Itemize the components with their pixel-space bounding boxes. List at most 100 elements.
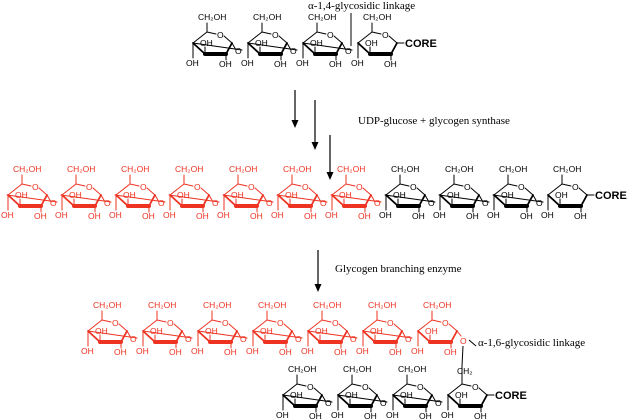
bond bbox=[337, 394, 351, 407]
bond bbox=[146, 187, 156, 196]
bond bbox=[223, 183, 239, 196]
hydroxyl-label: OH bbox=[246, 346, 259, 356]
bond bbox=[101, 319, 112, 323]
reaction-arrow bbox=[291, 90, 299, 128]
ch2oh-label: CH₂OH bbox=[553, 164, 581, 174]
bond bbox=[283, 323, 293, 332]
bond bbox=[417, 330, 431, 343]
ch2oh-label: CH₂OH bbox=[203, 300, 231, 310]
ring-oxygen-label: O bbox=[277, 318, 284, 328]
bond bbox=[252, 319, 268, 332]
bond bbox=[7, 194, 21, 207]
core-label: CORE bbox=[595, 190, 627, 202]
hydroxyl-label: OH bbox=[285, 190, 298, 200]
ring-oxygen-label: O bbox=[356, 182, 363, 192]
bond bbox=[142, 330, 156, 343]
bond bbox=[197, 330, 248, 339]
bond bbox=[223, 194, 237, 207]
bond bbox=[385, 194, 399, 207]
ch2oh-label: CH₂OH bbox=[308, 12, 336, 22]
hydroxyl-label: OH bbox=[123, 190, 136, 200]
bond bbox=[168, 194, 220, 203]
bond bbox=[254, 187, 264, 196]
bond bbox=[276, 194, 328, 203]
core-label: CORE bbox=[405, 38, 437, 50]
arrow-head bbox=[314, 284, 322, 292]
bond bbox=[7, 183, 23, 196]
bond bbox=[453, 183, 464, 187]
hydroxyl-label: OH bbox=[441, 410, 454, 420]
ch2oh-label: CH₂OH bbox=[313, 300, 341, 310]
bond bbox=[447, 394, 461, 407]
hydroxyl-label: OH bbox=[370, 326, 383, 336]
glycosidic-oxygen-label: O bbox=[325, 398, 332, 408]
bond bbox=[308, 187, 318, 196]
hydroxyl-label: OH bbox=[177, 190, 190, 200]
ch2oh-label: CH₂OH bbox=[229, 164, 257, 174]
hydroxyl-label: OH bbox=[34, 211, 47, 221]
glycosidic-oxygen-label: O bbox=[50, 198, 57, 208]
bond bbox=[337, 394, 388, 403]
bond bbox=[331, 183, 347, 196]
glycosidic-oxygen-label: O bbox=[235, 46, 242, 56]
bond bbox=[493, 183, 509, 196]
hydroxyl-label: OH bbox=[334, 347, 347, 357]
bond bbox=[75, 183, 86, 187]
ring-oxygen-label: O bbox=[302, 182, 309, 192]
bond bbox=[384, 194, 436, 203]
ch2oh-label: CH₂OH bbox=[121, 164, 149, 174]
ring-oxygen-label: O bbox=[217, 30, 224, 40]
hydroxyl-label: OH bbox=[455, 390, 468, 400]
hydroxyl-label: OH bbox=[425, 326, 438, 336]
ch2oh-label: CH₂OH bbox=[391, 164, 419, 174]
bond bbox=[87, 330, 138, 339]
bond bbox=[393, 323, 403, 332]
bond bbox=[87, 319, 103, 332]
bond bbox=[115, 194, 129, 207]
hydroxyl-label: OH bbox=[364, 411, 377, 420]
bond bbox=[547, 194, 561, 207]
hydroxyl-label: OH bbox=[501, 190, 514, 200]
hydroxyl-label: OH bbox=[231, 190, 244, 200]
ring-oxygen-label: O bbox=[387, 318, 394, 328]
hydroxyl-label: OH bbox=[393, 190, 406, 200]
step2-enzyme-label: Glycogen branching enzyme bbox=[335, 263, 462, 275]
bond bbox=[252, 330, 266, 343]
bond bbox=[392, 394, 406, 407]
ring-oxygen-label: O bbox=[112, 318, 119, 328]
bond bbox=[21, 183, 32, 187]
bond bbox=[333, 35, 343, 44]
hydroxyl-label: OH bbox=[95, 326, 108, 336]
bond bbox=[38, 187, 48, 196]
ring-oxygen-label: O bbox=[327, 30, 334, 40]
hydroxyl-label: OH bbox=[356, 346, 369, 356]
ch2oh-label: CH₂OH bbox=[343, 364, 371, 374]
bond bbox=[470, 187, 480, 196]
bond bbox=[448, 323, 458, 332]
bond bbox=[338, 323, 348, 332]
ring-oxygen-label: O bbox=[272, 30, 279, 40]
hydroxyl-label: OH bbox=[466, 211, 479, 221]
glycosidic-oxygen-label: O bbox=[482, 198, 489, 208]
step1-enzyme-label: UDP-glucose + glycogen synthase bbox=[358, 115, 510, 127]
hydroxyl-label: OH bbox=[389, 347, 402, 357]
ch2-label: CH₂ bbox=[457, 366, 473, 376]
bond bbox=[362, 187, 372, 196]
bond bbox=[302, 31, 318, 44]
hydroxyl-label: OH bbox=[358, 211, 371, 221]
hydroxyl-label: OH bbox=[241, 58, 254, 68]
hydroxyl-label: OH bbox=[69, 190, 82, 200]
hydroxyl-label: OH bbox=[274, 59, 287, 69]
hydroxyl-label: OH bbox=[109, 210, 122, 220]
bond bbox=[439, 183, 455, 196]
bond bbox=[547, 183, 563, 196]
ring-oxygen-label: O bbox=[332, 318, 339, 328]
bond bbox=[307, 330, 321, 343]
hydroxyl-label: OH bbox=[142, 211, 155, 221]
hydroxyl-label: OH bbox=[339, 190, 352, 200]
glycosidic-oxygen-label: O bbox=[320, 198, 327, 208]
